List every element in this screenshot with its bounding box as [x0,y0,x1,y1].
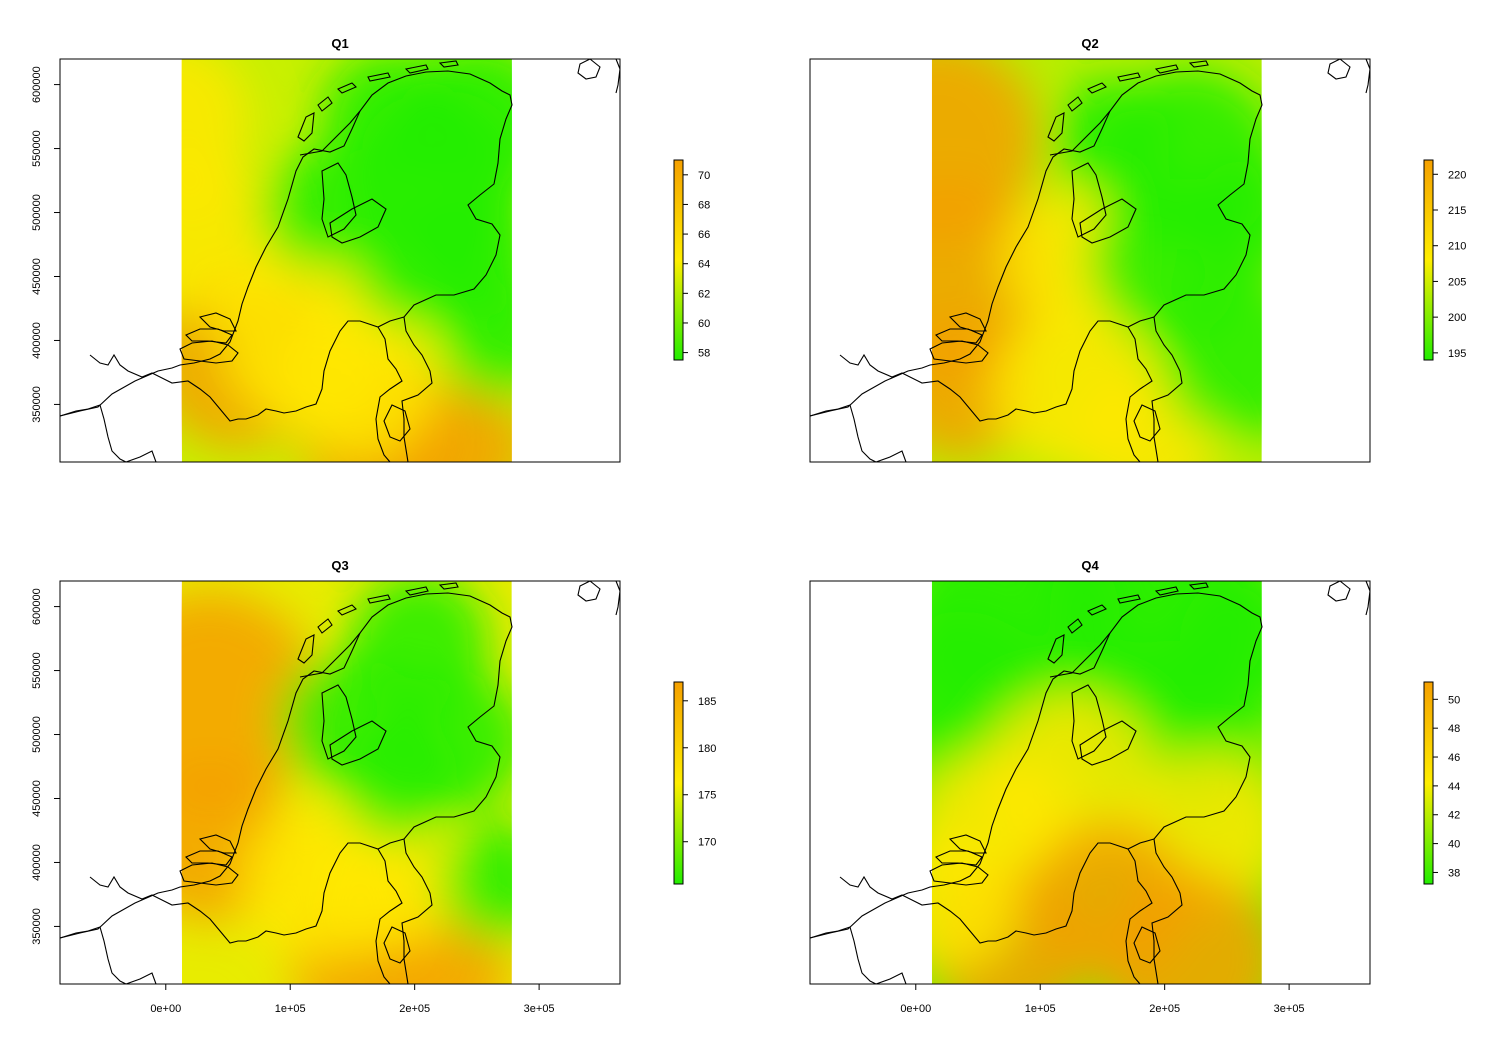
colorbar-tick-label: 46 [1448,752,1460,764]
x-tick-label: 2e+05 [399,1003,430,1015]
colorbar-tick-label: 180 [698,743,716,755]
y-tick-label: 450000 [31,258,43,295]
colorbar-tick-label: 185 [698,696,716,708]
x-tick-label: 3e+05 [524,1003,555,1015]
colorbar-tick-label: 220 [1448,169,1466,181]
y-tick-label: 350000 [31,386,43,423]
colorbar-tick-label: 200 [1448,312,1466,324]
raster-field [931,581,1262,984]
colorbar [1423,681,1434,885]
raster-field [181,581,512,984]
colorbar-tick-label: 175 [698,790,716,802]
y-tick-label: 450000 [31,780,43,817]
x-tick-label: 1e+05 [1025,1003,1056,1015]
colorbar-tick-label: 62 [698,288,710,300]
x-tick-label: 1e+05 [275,1003,306,1015]
colorbar-tick-label: 44 [1448,781,1460,793]
colorbar-tick-label: 40 [1448,839,1460,851]
x-tick-label: 2e+05 [1149,1003,1180,1015]
y-tick-label: 550000 [31,652,43,689]
coastline-outline [59,58,621,463]
panel-title: Q3 [331,558,348,573]
plot-frame [809,58,1371,463]
colorbar-tick-label: 170 [698,837,716,849]
colorbar-tick-label: 210 [1448,241,1466,253]
colorbar-tick-label: 66 [698,229,710,241]
colorbar-tick-label: 215 [1448,205,1466,217]
panel-q2: Q2 195 200 205 210 215 220 [809,36,1466,463]
y-tick-label: 550000 [31,130,43,167]
panel-q3: Q3 350000 400000 450000 500000 550000 600000 0e… [31,558,716,1015]
colorbar-tick-label: 48 [1448,723,1460,735]
colorbar [673,159,684,361]
colorbar-tick-label: 68 [698,199,710,211]
colorbar [673,681,684,885]
y-tick-label: 500000 [31,194,43,231]
y-tick-label: 600000 [31,588,43,625]
colorbar-tick-label: 64 [698,259,710,271]
colorbar-tick-label: 205 [1448,276,1466,288]
y-tick-label: 500000 [31,716,43,753]
panel-q1: Q1 350000 400000 450000 500000 550000 600000 58… [31,36,710,463]
colorbar-tick-label: 50 [1448,694,1460,706]
x-tick-label: 0e+00 [150,1003,181,1015]
colorbar-tick-label: 38 [1448,867,1460,879]
panel-title: Q4 [1081,558,1099,573]
panel-title: Q1 [331,36,348,51]
panel-title: Q2 [1081,36,1098,51]
colorbar-tick-label: 195 [1448,348,1466,360]
colorbar-tick-label: 60 [698,318,710,330]
x-tick-label: 0e+00 [900,1003,931,1015]
colorbar [1423,159,1434,361]
coastline-outline [809,580,1371,985]
colorbar-tick-label: 70 [698,170,710,182]
coastline-outline [809,58,1371,463]
y-tick-label: 600000 [31,66,43,103]
colorbar-tick-label: 58 [698,348,710,360]
y-tick-label: 400000 [31,844,43,881]
plot-frame [809,580,1371,985]
plot-frame [59,58,621,463]
raster-field [181,59,512,462]
colorbar-tick-label: 42 [1448,810,1460,822]
plot-frame [59,580,621,985]
x-tick-label: 3e+05 [1274,1003,1305,1015]
y-tick-label: 400000 [31,322,43,359]
raster-field [931,59,1262,462]
y-tick-label: 350000 [31,908,43,945]
panel-q4: Q4 0e+00 1e+05 2e+05 3e+05 38 40 42 44 46 48 50 [809,558,1460,1015]
